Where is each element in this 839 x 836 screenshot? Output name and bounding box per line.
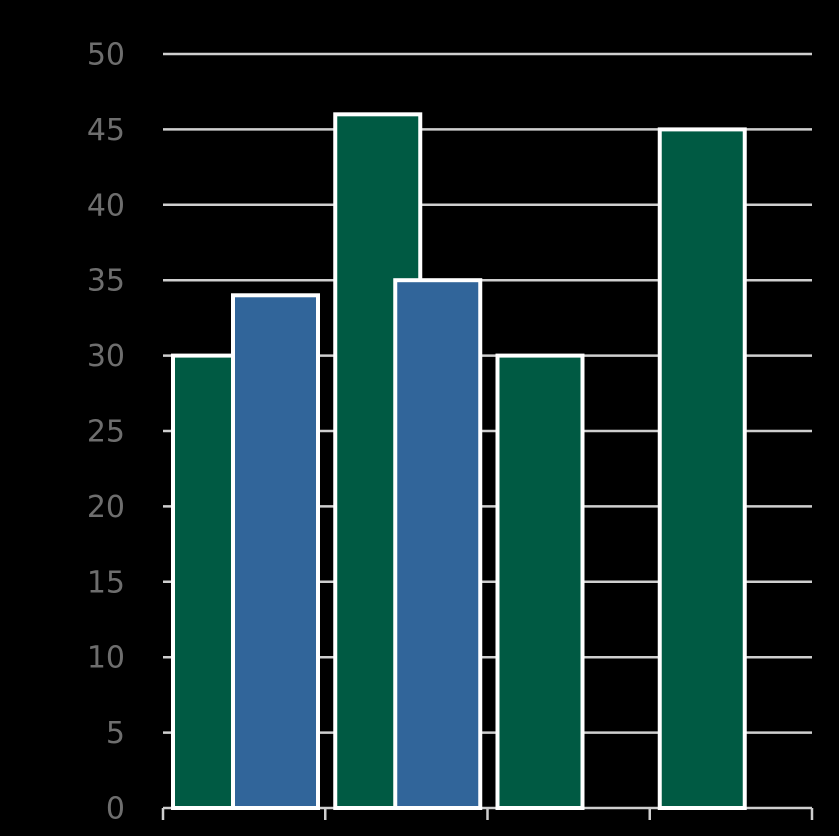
y-tick-label: 50	[87, 38, 125, 73]
y-tick-label: 0	[106, 792, 125, 827]
y-tick-label: 30	[87, 339, 125, 374]
y-tick-label: 40	[87, 188, 125, 223]
y-tick-label: 45	[87, 113, 125, 148]
y-tick-label: 20	[87, 490, 125, 525]
y-tick-label: 35	[87, 264, 125, 299]
y-tick-label: 5	[106, 716, 125, 751]
bar	[393, 278, 483, 810]
bar	[231, 293, 320, 810]
y-tick-label: 10	[87, 641, 125, 676]
y-tick-label: 15	[87, 565, 125, 600]
bar	[657, 127, 747, 810]
bar	[495, 353, 585, 810]
y-tick-label: 25	[87, 415, 125, 450]
